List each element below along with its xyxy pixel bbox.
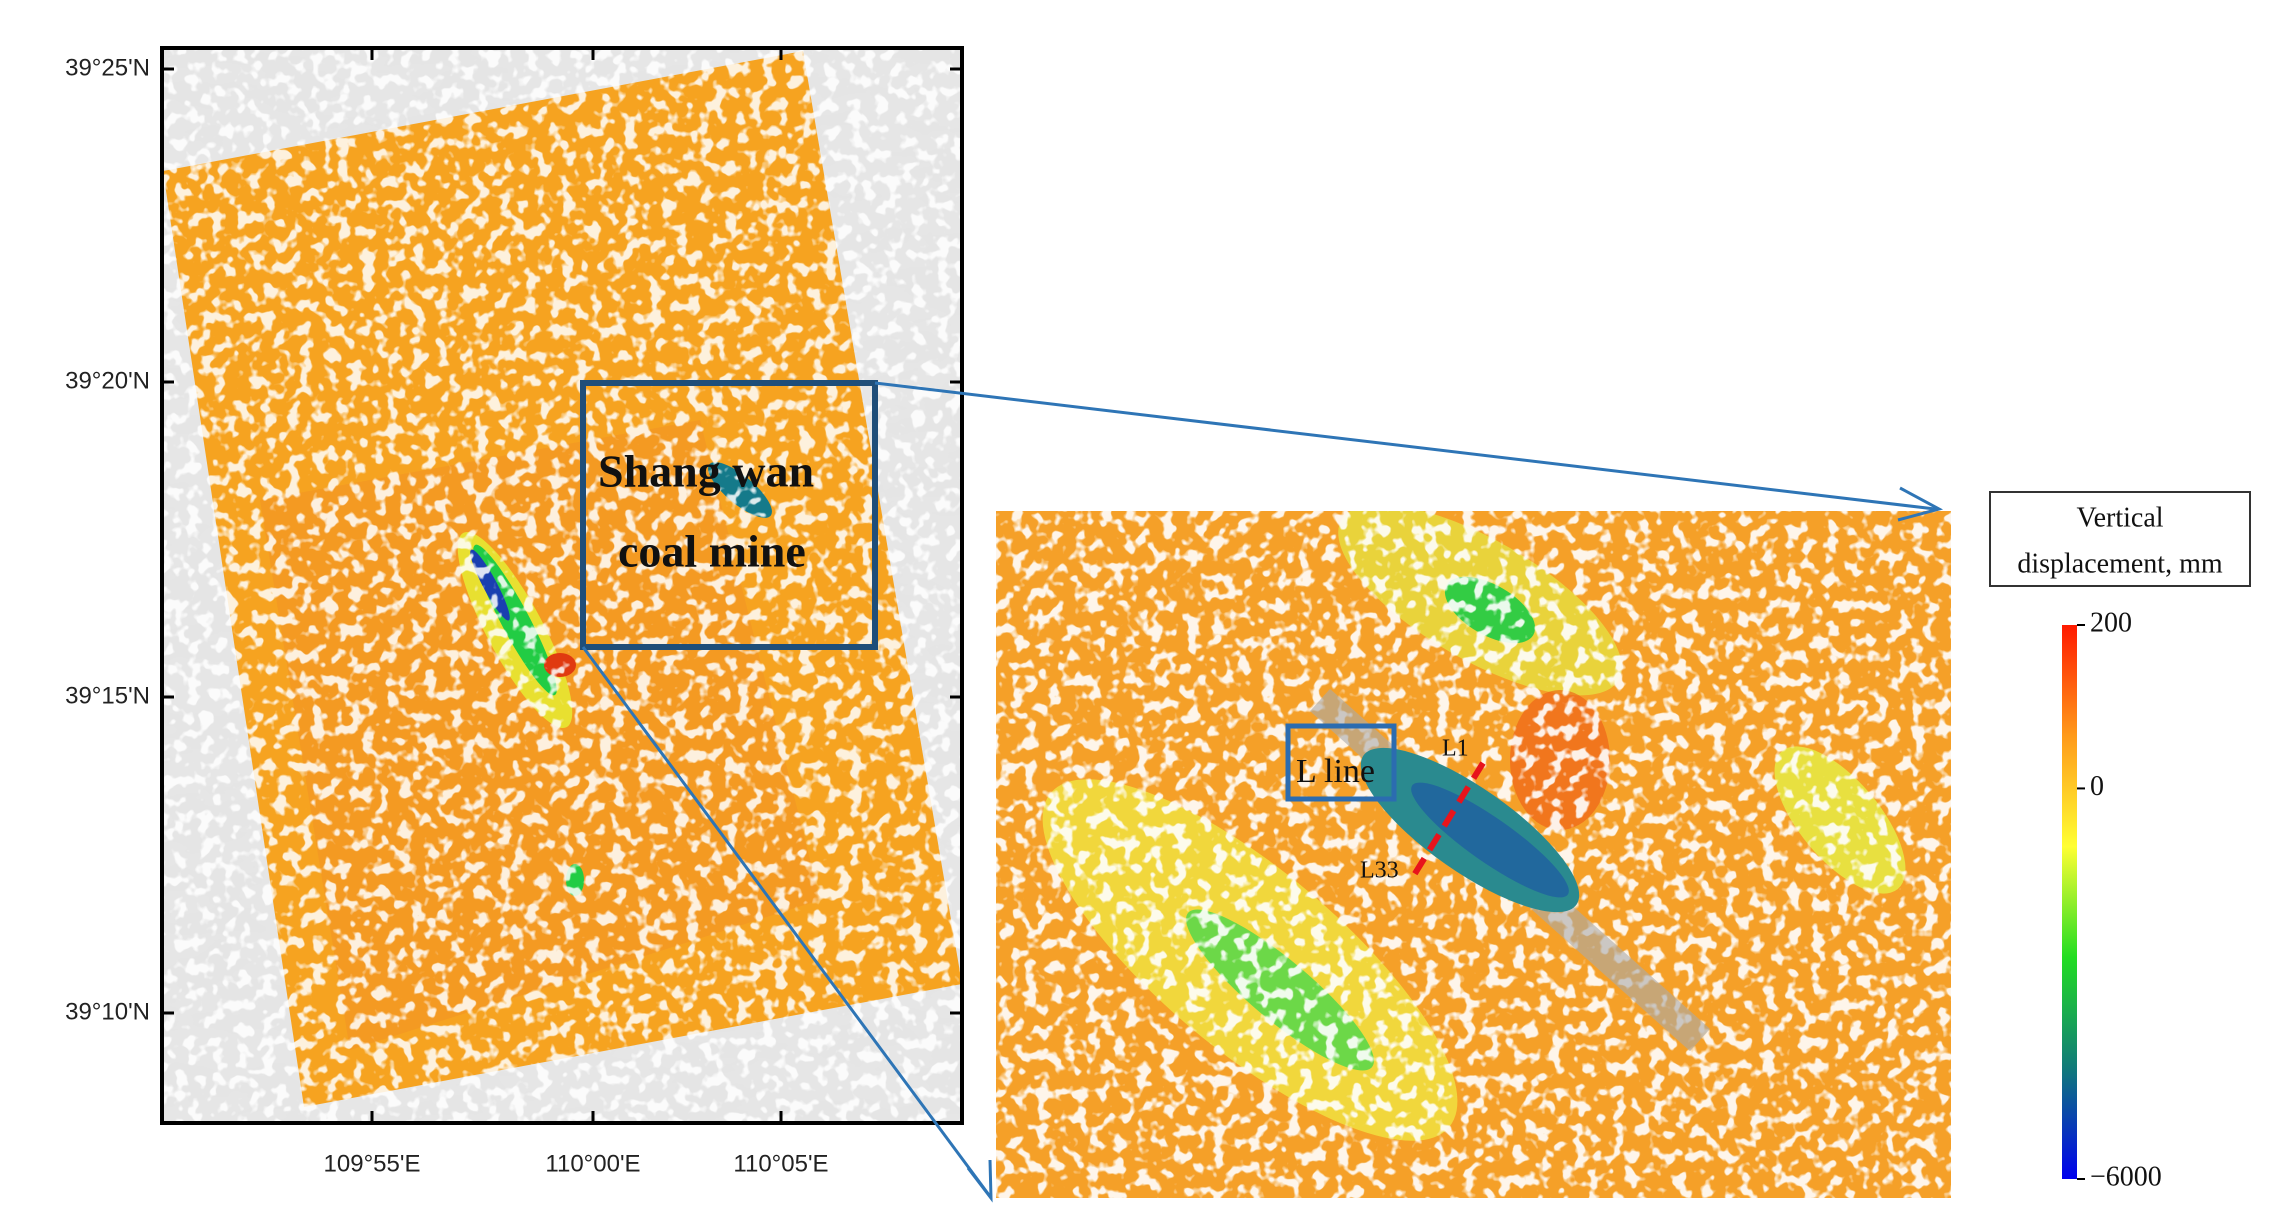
colorbar-title: Vertical (2076, 502, 2163, 533)
l-line-box (1285, 723, 1397, 802)
box-label: L line (1296, 753, 1375, 790)
lon-label: 109°55'E (324, 1150, 421, 1177)
axis-ticks: 39°25'N 39°20'N 39°15'N 39°10'N 109°55'E 110°… (65, 48, 962, 1177)
map-frame (160, 46, 964, 1125)
profile-label: L33 (1360, 858, 1399, 884)
main-map (162, 48, 962, 1123)
colorbar-title-box (1989, 491, 2251, 587)
colorbar-tick-label: −6000 (2090, 1161, 2162, 1192)
lat-label: 39°20'N (65, 367, 150, 394)
colorbar-ticks: 200 0 −6000 (2077, 607, 2162, 1192)
colorbar-title: displacement, mm (2017, 548, 2223, 579)
colorbar-tick-label: 0 (2090, 771, 2104, 802)
mine-label: coal mine (618, 526, 806, 577)
arrowhead (1897, 486, 1944, 522)
arrow (874, 381, 1936, 511)
arrowhead (966, 1159, 993, 1203)
colorbar-tick-label: 200 (2090, 607, 2132, 638)
no-data-speckle (162, 48, 962, 1123)
lat-label: 39°10'N (65, 998, 150, 1025)
profile-label: L1 (1442, 736, 1469, 762)
zoom-box (580, 380, 878, 650)
lon-label: 110°05'E (733, 1150, 828, 1177)
arrow (581, 646, 991, 1196)
colorbar (2062, 625, 2077, 1179)
zoom-arrows (581, 381, 1944, 1203)
inset-map (996, 511, 1951, 1198)
lon-label: 110°00'E (545, 1150, 640, 1177)
mine-label: Shang wan (598, 446, 814, 497)
profile-line (1408, 761, 1486, 882)
lat-label: 39°25'N (65, 54, 150, 81)
lat-label: 39°15'N (65, 682, 150, 709)
